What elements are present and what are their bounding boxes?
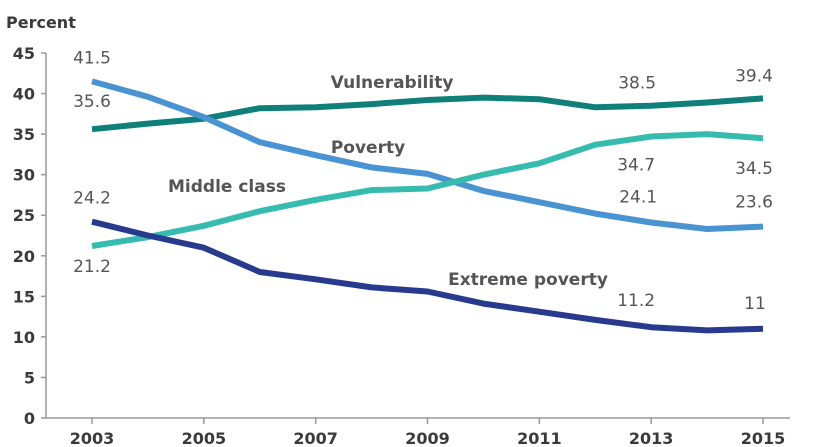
data-label-poverty: 23.6 [735, 193, 773, 213]
data-label-extreme-poverty: 11.2 [617, 291, 655, 311]
series-label-middle-class: Middle class [168, 177, 286, 197]
x-tick-label: 2011 [517, 429, 562, 447]
x-tick-label: 2003 [70, 429, 115, 447]
y-tick-label: 35 [13, 125, 35, 144]
series-line-middle-class [91, 131, 764, 249]
x-tick-label: 2015 [741, 429, 786, 447]
y-tick-label: 0 [24, 409, 35, 428]
data-label-vulnerability: 38.5 [618, 74, 656, 94]
data-label-vulnerability: 39.4 [735, 66, 773, 86]
y-tick-label: 40 [13, 85, 35, 104]
y-tick-label: 10 [13, 328, 35, 347]
data-label-poverty: 41.5 [73, 48, 111, 68]
series-line-extreme-poverty [91, 218, 764, 334]
y-axis-title: Percent [6, 13, 76, 32]
x-tick-label: 2013 [629, 429, 674, 447]
data-label-extreme-poverty: 24.2 [73, 189, 111, 209]
y-tick-label: 25 [13, 206, 35, 225]
series-line-poverty [91, 78, 764, 232]
y-tick-label: 5 [24, 368, 35, 387]
data-label-poverty: 24.1 [619, 188, 657, 208]
y-tick-label: 15 [13, 287, 35, 306]
series-lines [91, 78, 764, 334]
x-tick-label: 2007 [293, 429, 338, 447]
y-tick-label: 30 [13, 166, 35, 185]
data-label-vulnerability: 35.6 [73, 92, 111, 112]
axes: 0 5 10 15 20 25 30 35 40 45 2003 2005 2007 2009 2011 20… [13, 44, 790, 447]
x-tick-label: 2009 [405, 429, 450, 447]
series-label-vulnerability: Vulnerability [331, 73, 454, 93]
data-label-extreme-poverty: 11 [744, 294, 766, 314]
x-tick-label: 2005 [182, 429, 227, 447]
labels: Vulnerability Poverty Middle class Extreme … [73, 48, 773, 313]
series-label-poverty: Poverty [331, 138, 405, 158]
data-label-middle-class: 34.7 [617, 156, 655, 176]
data-label-middle-class: 34.5 [735, 159, 773, 179]
data-label-middle-class: 21.2 [73, 257, 111, 277]
y-tick-label: 20 [13, 247, 35, 266]
series-label-extreme-poverty: Extreme poverty [448, 270, 608, 290]
y-tick-label: 45 [13, 44, 35, 63]
